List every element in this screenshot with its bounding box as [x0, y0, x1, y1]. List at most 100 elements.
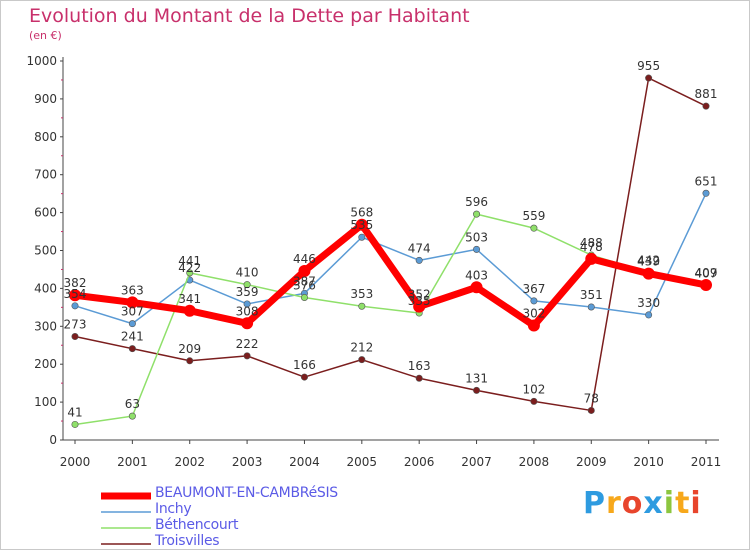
legend: BEAUMONT-EN-CAMBRéSIS Inchy Béthencourt … — [101, 485, 421, 550]
data-label-b-thencourt: 442 — [637, 253, 660, 267]
legend-item-beaumont: BEAUMONT-EN-CAMBRéSIS — [101, 485, 421, 502]
data-label-beaumont-en-cambr-sis: 403 — [465, 268, 488, 282]
data-label-troisvilles: 881 — [695, 87, 718, 101]
x-tick-label: 2000 — [60, 455, 91, 469]
data-label-b-thencourt: 41 — [67, 405, 82, 419]
data-label-troisvilles: 222 — [236, 337, 259, 351]
brand-letter: i — [663, 486, 676, 521]
data-label-inchy: 351 — [580, 288, 603, 302]
y-axis: 0 100 200 300 400 500 600 700 800 900 1000 — [26, 54, 64, 447]
data-label-troisvilles: 78 — [584, 391, 599, 405]
data-point-beaumont-en-cambr-sis — [126, 296, 139, 309]
x-tick-label: 2004 — [289, 455, 320, 469]
data-point-beaumont-en-cambr-sis — [355, 218, 368, 231]
brand-letter: t — [675, 486, 691, 521]
data-point-b-thencourt — [128, 412, 136, 420]
data-label-beaumont-en-cambr-sis: 352 — [408, 288, 431, 302]
data-point-beaumont-en-cambr-sis — [69, 289, 81, 302]
data-point-b-thencourt — [530, 224, 538, 232]
data-label-beaumont-en-cambr-sis: 478 — [580, 240, 603, 254]
brand-letter: i — [690, 486, 702, 521]
data-label-troisvilles: 131 — [465, 371, 488, 385]
y-tick-label: 100 — [34, 395, 57, 409]
data-label-inchy: 387 — [293, 274, 316, 288]
x-tick-label: 2011 — [691, 455, 722, 469]
data-label-b-thencourt: 63 — [125, 397, 140, 411]
legend-label-bethencourt: Béthencourt — [155, 517, 239, 533]
brand-logo: Proxiti — [583, 486, 702, 521]
data-label-b-thencourt: 407 — [695, 267, 718, 281]
y-tick-label: 900 — [34, 92, 57, 106]
x-tick-label: 2007 — [461, 455, 492, 469]
data-label-b-thencourt: 353 — [350, 287, 373, 301]
data-label-troisvilles: 241 — [121, 330, 144, 344]
brand-letter: r — [606, 486, 622, 521]
y-tick-label: 300 — [34, 319, 57, 333]
brand-letter: x — [643, 486, 664, 521]
y-tick-label: 1000 — [26, 54, 57, 68]
data-point-troisvilles — [300, 373, 308, 381]
data-point-troisvilles — [530, 397, 538, 405]
data-point-troisvilles — [702, 102, 710, 110]
data-point-inchy — [415, 256, 423, 264]
x-tick-label: 2010 — [633, 455, 664, 469]
data-point-beaumont-en-cambr-sis — [413, 300, 426, 313]
data-label-troisvilles: 212 — [350, 341, 373, 355]
legend-label-inchy: Inchy — [155, 501, 192, 517]
data-label-inchy: 354 — [64, 287, 87, 301]
data-label-beaumont-en-cambr-sis: 446 — [293, 252, 316, 266]
data-point-troisvilles — [71, 333, 79, 341]
series-line-inchy — [74, 192, 707, 325]
data-point-b-thencourt — [473, 210, 481, 218]
data-label-b-thencourt: 488 — [580, 236, 603, 250]
data-label-beaumont-en-cambr-sis: 302 — [522, 307, 545, 321]
data-labels: 273 241 209 222 166 212 163 131 102 78 955 881 354 30… — [64, 59, 718, 419]
y-tick-label: 400 — [34, 281, 57, 295]
x-tick-label: 2001 — [117, 455, 148, 469]
data-point-troisvilles — [473, 386, 481, 394]
data-point-b-thencourt — [186, 269, 194, 277]
data-point-troisvilles — [358, 356, 366, 364]
y-tick-label: 600 — [34, 206, 57, 220]
legend-swatch-inchy — [101, 511, 151, 513]
data-label-beaumont-en-cambr-sis: 439 — [637, 255, 660, 269]
data-point-troisvilles — [186, 357, 194, 365]
data-label-beaumont-en-cambr-sis: 308 — [236, 304, 259, 318]
legend-item-troisvilles: Troisvilles — [101, 533, 421, 550]
data-label-b-thencourt: 376 — [293, 278, 316, 292]
data-point-inchy — [128, 320, 136, 328]
data-point-inchy — [645, 311, 653, 319]
legend-swatch-troisvilles — [101, 543, 151, 545]
x-axis: 2000 2001 2002 2003 2004 2005 2006 2007 2008 2009… — [60, 439, 722, 469]
data-label-b-thencourt: 559 — [522, 209, 545, 223]
data-label-beaumont-en-cambr-sis: 341 — [178, 292, 201, 306]
legend-swatch-beaumont — [101, 492, 151, 500]
data-point-inchy — [702, 189, 710, 197]
data-label-troisvilles: 102 — [522, 382, 545, 396]
data-label-b-thencourt: 335 — [408, 294, 431, 308]
data-label-b-thencourt: 410 — [236, 266, 259, 280]
data-point-beaumont-en-cambr-sis — [527, 319, 540, 332]
data-label-inchy: 307 — [121, 305, 144, 319]
data-label-troisvilles: 209 — [178, 342, 201, 356]
x-tick-label: 2002 — [174, 455, 205, 469]
legend-label-beaumont: BEAUMONT-EN-CAMBRéSIS — [155, 485, 338, 501]
data-label-b-thencourt: 441 — [178, 254, 201, 268]
data-label-troisvilles: 955 — [637, 59, 660, 73]
data-point-troisvilles — [645, 74, 653, 82]
series-layer — [69, 74, 712, 428]
data-label-inchy: 474 — [408, 241, 431, 255]
data-point-inchy — [587, 303, 595, 311]
y-tick-label: 500 — [34, 244, 57, 258]
data-label-beaumont-en-cambr-sis: 363 — [121, 283, 144, 297]
data-point-beaumont-en-cambr-sis — [642, 267, 655, 280]
data-point-troisvilles — [587, 406, 595, 414]
data-point-beaumont-en-cambr-sis — [470, 281, 483, 294]
data-label-inchy: 330 — [637, 296, 660, 310]
data-label-inchy: 359 — [236, 285, 259, 299]
brand-letter: P — [583, 486, 606, 521]
data-point-b-thencourt — [71, 420, 79, 428]
brand-letter: o — [621, 486, 644, 521]
data-point-b-thencourt — [300, 293, 308, 301]
data-label-inchy: 535 — [350, 218, 373, 232]
